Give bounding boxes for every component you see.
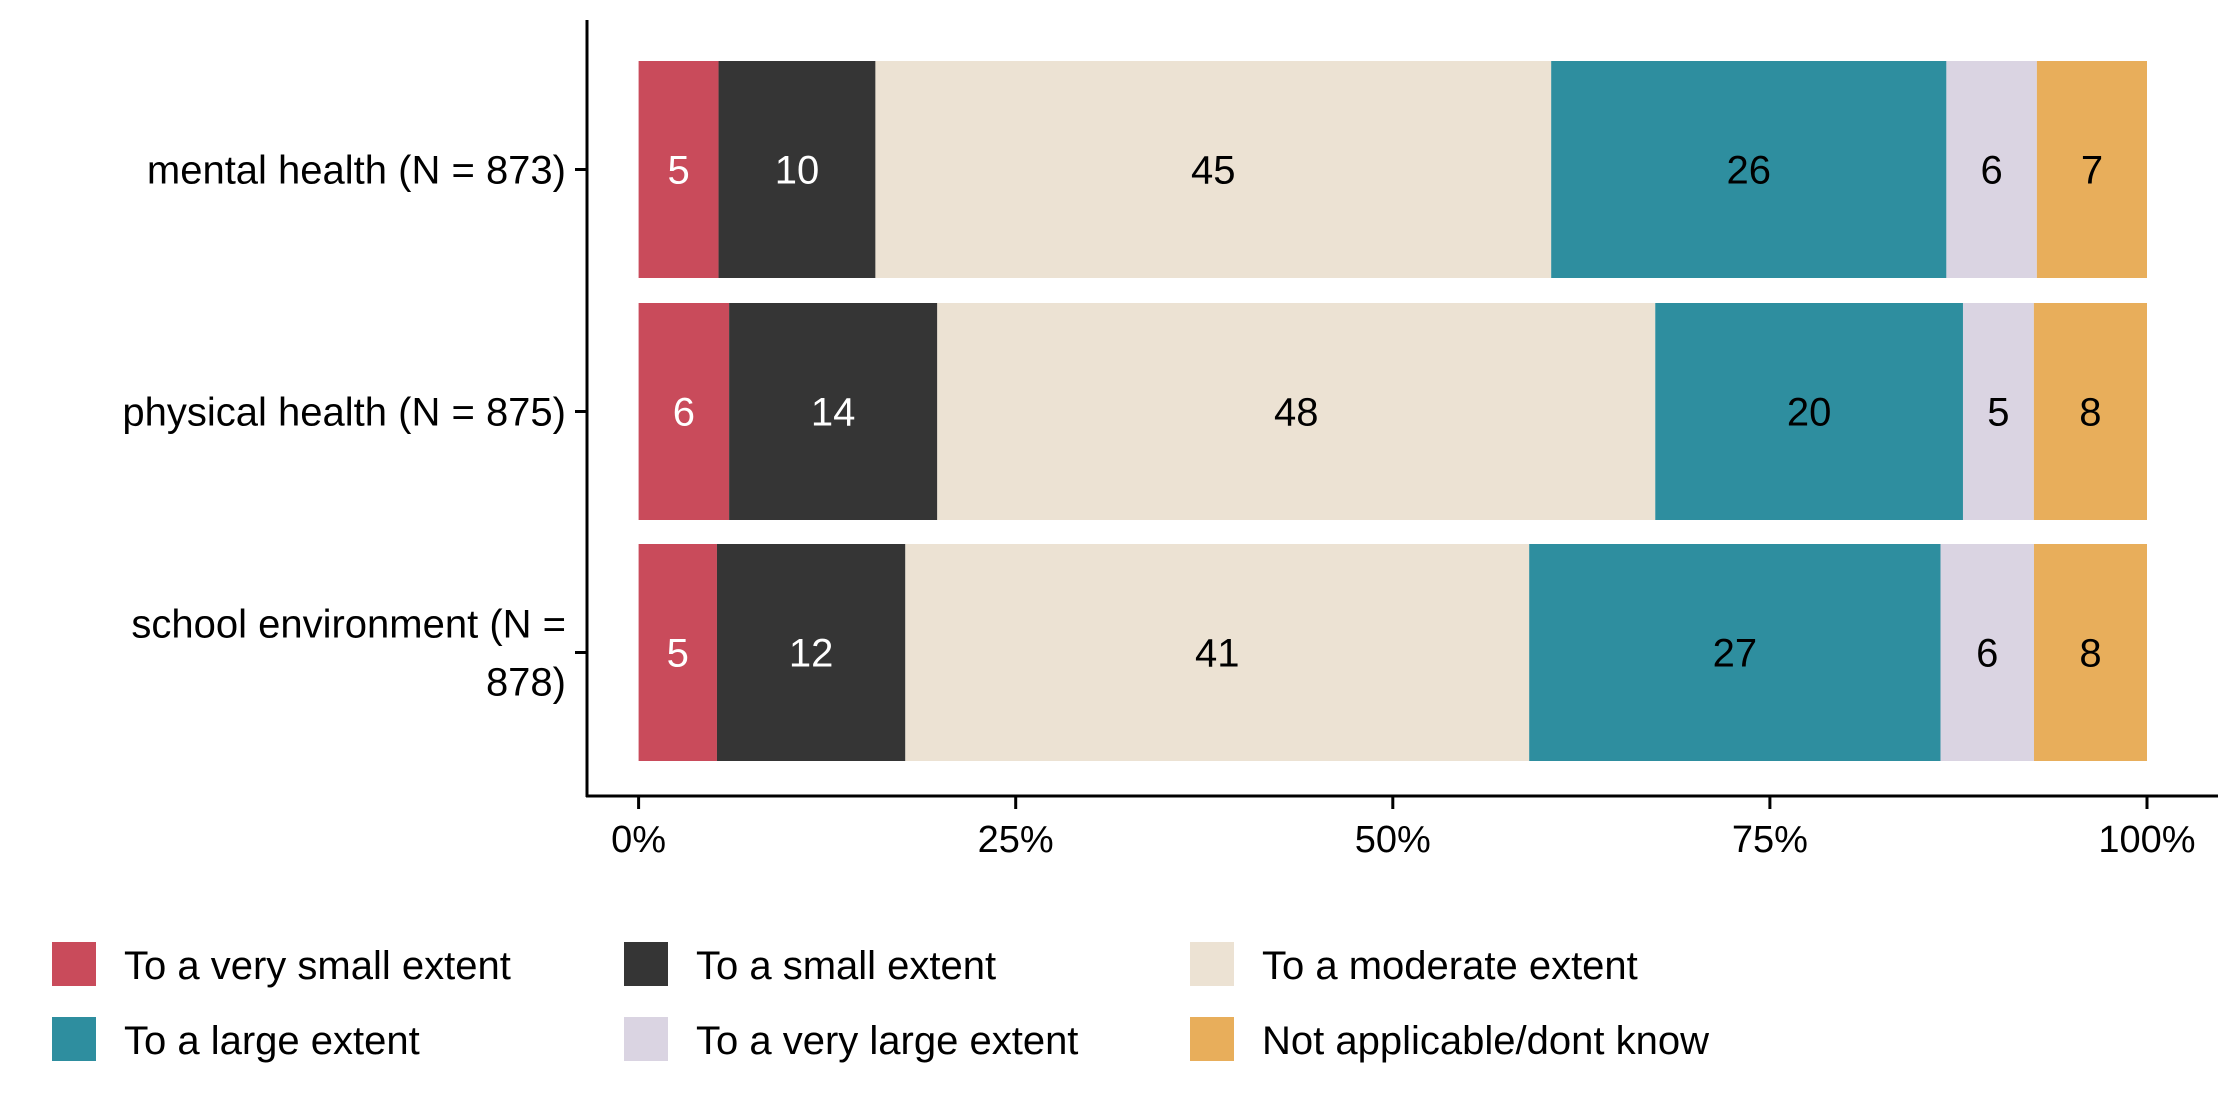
data-label: 26 [1727,149,1772,193]
data-label: 20 [1787,391,1832,435]
data-label: 6 [1981,149,2003,193]
x-tick-label: 75% [1732,819,1808,861]
x-tick-label: 50% [1355,819,1431,861]
legend-swatch [624,1017,668,1061]
bar-segment [718,61,876,278]
data-label: 41 [1195,632,1240,676]
bar-segment [638,61,719,278]
legend-swatch [52,1017,96,1061]
x-axis: 0% 25% 50% 75% 100% [611,796,2196,861]
y-axis: mental health (N = 873) physical health (… [122,149,587,705]
bar-segment [875,61,1552,278]
legend-swatch [624,942,668,986]
data-label: 8 [2079,632,2101,676]
bar-segment [1529,544,1941,761]
bar-segment [2036,61,2147,278]
x-tick-label: 25% [978,819,1054,861]
y-tick-label: school environment (N = [131,603,566,647]
y-tick-label: 878) [486,661,566,705]
data-label: 5 [667,149,689,193]
legend: To a very small extent To a small extent T… [52,942,1709,1063]
bar-segment [2033,544,2147,761]
legend-swatch [52,942,96,986]
bar-segment [638,303,730,520]
data-label: 7 [2081,149,2103,193]
data-label: 45 [1191,149,1236,193]
data-label: 6 [1976,632,1998,676]
bar-segment [2033,303,2147,520]
x-tick-label: 0% [611,819,666,861]
bar-segment [1655,303,1963,520]
legend-label: To a moderate extent [1262,944,1638,988]
data-label: 5 [667,632,689,676]
x-tick-label: 100% [2098,819,2195,861]
data-label: 12 [789,632,834,676]
bar-segment [1551,61,1947,278]
data-label: 6 [673,391,695,435]
data-label: 48 [1274,391,1319,435]
legend-label: To a very large extent [696,1019,1078,1063]
bar-segment [1940,544,2034,761]
bar-segment [638,544,717,761]
bar-segment [937,303,1656,520]
data-label: 27 [1713,632,1758,676]
bar-segment [716,544,906,761]
bar-segment [729,303,938,520]
y-tick-label: physical health (N = 875) [122,391,566,435]
legend-swatch [1190,1017,1234,1061]
y-tick-label: mental health (N = 873) [147,149,566,193]
bar-segment [1946,61,2037,278]
bar-segment [1962,303,2034,520]
legend-label: Not applicable/dont know [1262,1019,1709,1063]
data-label: 10 [775,149,820,193]
bar-segment [905,544,1530,761]
legend-label: To a small extent [696,944,996,988]
bars-layer: 5 10 45 26 6 7 6 14 48 20 5 8 5 12 41 27 6 8 [638,61,2147,761]
data-label: 5 [1987,391,2009,435]
legend-label: To a large extent [124,1019,420,1063]
data-label: 14 [811,391,856,435]
data-label: 8 [2079,391,2101,435]
legend-label: To a very small extent [124,944,511,988]
legend-swatch [1190,942,1234,986]
